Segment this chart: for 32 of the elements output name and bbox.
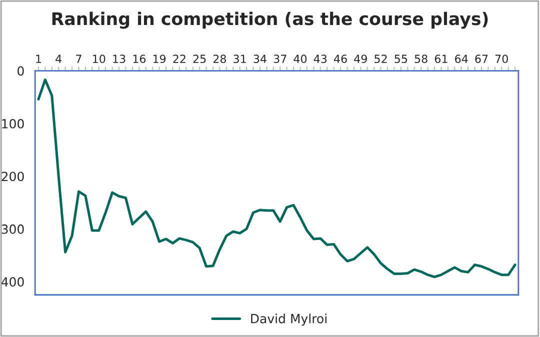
x-tick-label: 55 [394,54,408,64]
x-tick-label: 4 [56,54,62,63]
x-tick-label: 19 [153,54,166,64]
y-tick-label: 400 [1,277,24,287]
x-tick-label: 37 [274,54,286,64]
x-tick-label: 31 [234,54,246,64]
x-tick-label: 7 [76,54,82,63]
x-tick-label: 22 [173,54,186,63]
x-tick-label: 16 [133,54,146,64]
y-tick-label: 0 [18,66,24,76]
x-tick-label: 46 [334,54,347,64]
x-tick-label: 13 [113,54,126,64]
x-tick-label: 25 [193,54,206,64]
line-series [37,78,516,278]
x-tick-label: 61 [434,54,448,64]
y-tick-label: 100 [2,118,24,128]
x-tick-label: 64 [455,54,468,64]
x-tick-label: 28 [213,54,226,64]
y-tick-label: 300 [2,224,24,234]
x-tick-label: 43 [314,54,327,64]
x-tick-label: 34 [254,54,266,64]
x-tick-label: 67 [475,54,488,64]
x-tick-label: 70 [495,54,508,64]
x-tick-label: 10 [93,54,106,64]
x-tick-label: 52 [374,54,387,64]
legend-label: David Mylroi [251,314,326,326]
x-tick-label: 49 [354,54,367,64]
chart-title: Ranking in competition (as the course plays) [52,12,488,29]
x-tick-label: 40 [294,54,307,64]
x-tick-label: 58 [414,54,428,64]
x-tick-label: 1 [36,54,41,63]
y-tick-label: 200 [2,172,24,182]
